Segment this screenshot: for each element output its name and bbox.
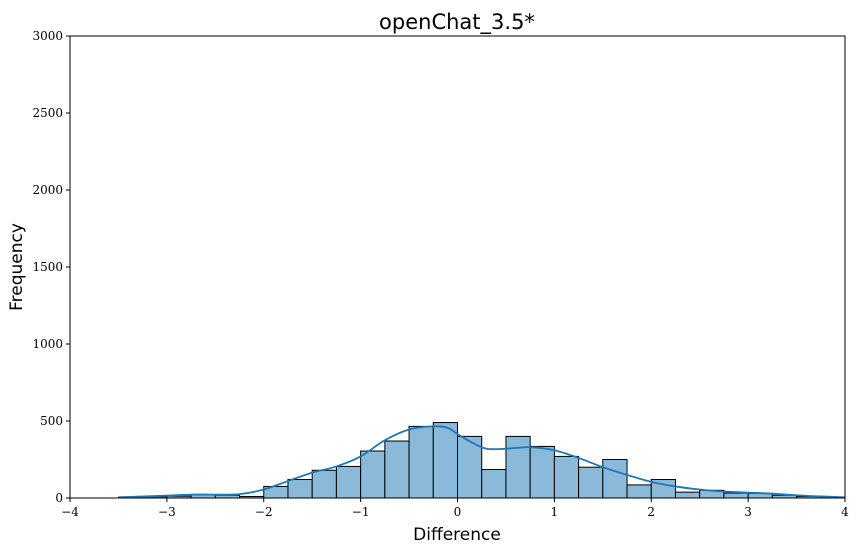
x-tick-label-4: 0	[454, 505, 462, 519]
histogram-bar-9	[335, 465, 362, 499]
histogram-bar-7	[287, 479, 313, 499]
x-axis-label: Difference	[413, 525, 501, 545]
y-axis-label: Frequency	[7, 223, 27, 311]
x-tick-label-3: −1	[352, 505, 370, 519]
histogram-bar-12	[408, 425, 434, 499]
histogram-bar-18	[553, 455, 580, 499]
histogram-bar-13	[432, 422, 458, 499]
histogram-bar-20	[602, 459, 628, 499]
chart-title: openChat_3.5*	[379, 10, 535, 35]
plot-frame	[69, 35, 846, 499]
histogram-bar-11	[384, 440, 410, 499]
x-tick-label-8: 4	[841, 505, 849, 519]
histogram-bars	[117, 422, 846, 499]
histogram-bar-19	[578, 466, 604, 499]
histogram-bar-8	[311, 469, 337, 499]
histogram-bar-17	[529, 445, 555, 499]
x-axis-ticks: −4 −3 −2 −1 0 1 2 3 4	[61, 498, 849, 519]
y-tick-label-2: 1000	[32, 337, 63, 351]
y-tick-label-0: 0	[55, 491, 63, 505]
x-tick-label-5: 1	[551, 505, 559, 519]
x-tick-label-7: 3	[744, 505, 752, 519]
y-tick-label-6: 3000	[32, 29, 63, 43]
histogram-bar-21	[626, 484, 652, 499]
kde-curve	[118, 425, 846, 499]
histogram-bar-23	[674, 491, 701, 499]
y-tick-label-3: 1500	[32, 260, 63, 274]
y-tick-label-1: 500	[40, 414, 63, 428]
x-tick-label-1: −3	[158, 505, 176, 519]
histogram-bar-10	[360, 450, 386, 499]
histogram-bar-15	[481, 469, 507, 499]
histogram-bar-25	[723, 492, 749, 499]
x-tick-label-0: −4	[61, 505, 79, 519]
y-tick-label-5: 2500	[32, 106, 63, 120]
x-tick-label-2: −2	[255, 505, 273, 519]
histogram-bar-16	[505, 435, 531, 499]
y-axis-ticks: 0 500 1000 1500 2000 2500 3000	[32, 29, 70, 505]
x-tick-label-6: 2	[647, 505, 655, 519]
histogram-bar-14	[457, 435, 483, 499]
y-tick-label-4: 2000	[32, 183, 63, 197]
